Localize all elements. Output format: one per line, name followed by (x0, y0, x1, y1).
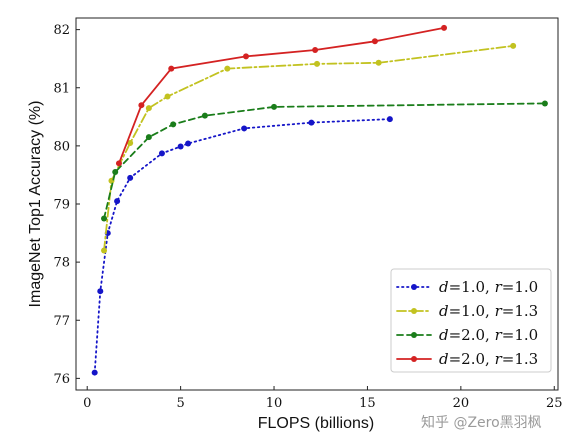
legend-value: =1.0, (449, 302, 495, 320)
legend-value: =2.0, (449, 350, 495, 368)
legend-marker (411, 308, 417, 314)
legend-label: d=1.0, r=1.0 (439, 278, 538, 296)
legend-marker (411, 332, 417, 338)
series-4 (115, 24, 448, 167)
data-point (145, 134, 152, 141)
x-tick-label: 0 (83, 396, 91, 411)
series-line (103, 102, 546, 220)
data-point (127, 174, 134, 181)
data-point (114, 198, 121, 205)
data-point (158, 150, 165, 157)
y-axis-ticks: 76 77 78 79 80 81 82 (53, 23, 80, 387)
y-tick-label: 76 (53, 372, 70, 387)
series-3 (101, 100, 548, 222)
legend-variable: d (439, 302, 449, 320)
legend-value: =2.0, (449, 326, 495, 344)
data-point (375, 59, 382, 66)
legend-variable: r (495, 326, 503, 344)
legend-box (390, 268, 552, 373)
data-point (308, 119, 315, 126)
data-point (271, 103, 278, 110)
data-point (312, 46, 319, 53)
legend-value: =1.3 (502, 350, 538, 368)
legend-variable: r (495, 350, 503, 368)
y-tick-label: 80 (53, 139, 70, 154)
data-point (91, 369, 98, 376)
y-tick-label: 82 (53, 23, 70, 38)
y-tick-label: 78 (53, 256, 70, 271)
legend-marker (411, 356, 417, 362)
legend-variable: d (439, 278, 449, 296)
legend-variable: r (495, 302, 503, 320)
data-point (170, 121, 177, 128)
legend-value: =1.0 (502, 278, 538, 296)
series-2 (101, 42, 517, 254)
data-point (101, 215, 108, 222)
x-tick-label: 10 (266, 396, 283, 411)
data-point (314, 60, 320, 67)
x-axis-title: FLOPS (billions) (258, 415, 374, 432)
x-tick-label: 20 (453, 396, 470, 411)
legend-label: d=1.0, r=1.3 (439, 302, 538, 320)
legend-value: =1.0 (502, 326, 538, 344)
legend: d=1.0, r=1.0d=1.0, r=1.3d=2.0, r=1.0d=2.… (390, 268, 552, 373)
data-point (371, 38, 378, 45)
x-tick-label: 25 (546, 396, 563, 411)
data-point (241, 125, 248, 132)
y-tick-label: 77 (53, 314, 70, 329)
y-axis-title: ImageNet Top1 Accuracy (%) (27, 101, 44, 308)
legend-marker (411, 284, 417, 290)
data-point (177, 143, 184, 150)
data-point (112, 169, 119, 176)
y-tick-label: 79 (53, 198, 70, 213)
legend-variable: d (439, 350, 449, 368)
data-point (101, 247, 108, 254)
data-point (510, 42, 517, 49)
series-layer (91, 24, 548, 376)
legend-variable: d (439, 326, 449, 344)
watermark: 知乎 @Zero黑羽枫 (421, 414, 542, 431)
x-tick-label: 15 (359, 396, 376, 411)
legend-label: d=2.0, r=1.3 (439, 350, 538, 368)
data-point (127, 139, 134, 146)
data-point (145, 105, 152, 112)
legend-items: d=1.0, r=1.0d=1.0, r=1.3d=2.0, r=1.0d=2.… (396, 278, 538, 368)
x-axis-ticks: 0 5 10 15 20 25 (83, 386, 563, 411)
legend-label: d=2.0, r=1.0 (439, 326, 538, 344)
data-point (164, 93, 171, 100)
series-1 (91, 116, 393, 376)
data-point (115, 160, 122, 167)
legend-value: =1.0, (449, 278, 495, 296)
legend-value: =1.3 (502, 302, 538, 320)
data-point (168, 65, 175, 72)
data-point (386, 116, 393, 123)
data-point (243, 53, 250, 60)
data-point (441, 24, 448, 31)
data-point (541, 100, 548, 107)
data-point (224, 65, 231, 72)
data-point (138, 102, 145, 109)
y-tick-label: 81 (53, 81, 70, 96)
data-point (185, 140, 192, 147)
x-tick-label: 5 (176, 396, 184, 411)
legend-variable: r (495, 278, 503, 296)
data-point (97, 288, 104, 295)
data-point (201, 112, 208, 119)
series-line (93, 118, 391, 374)
